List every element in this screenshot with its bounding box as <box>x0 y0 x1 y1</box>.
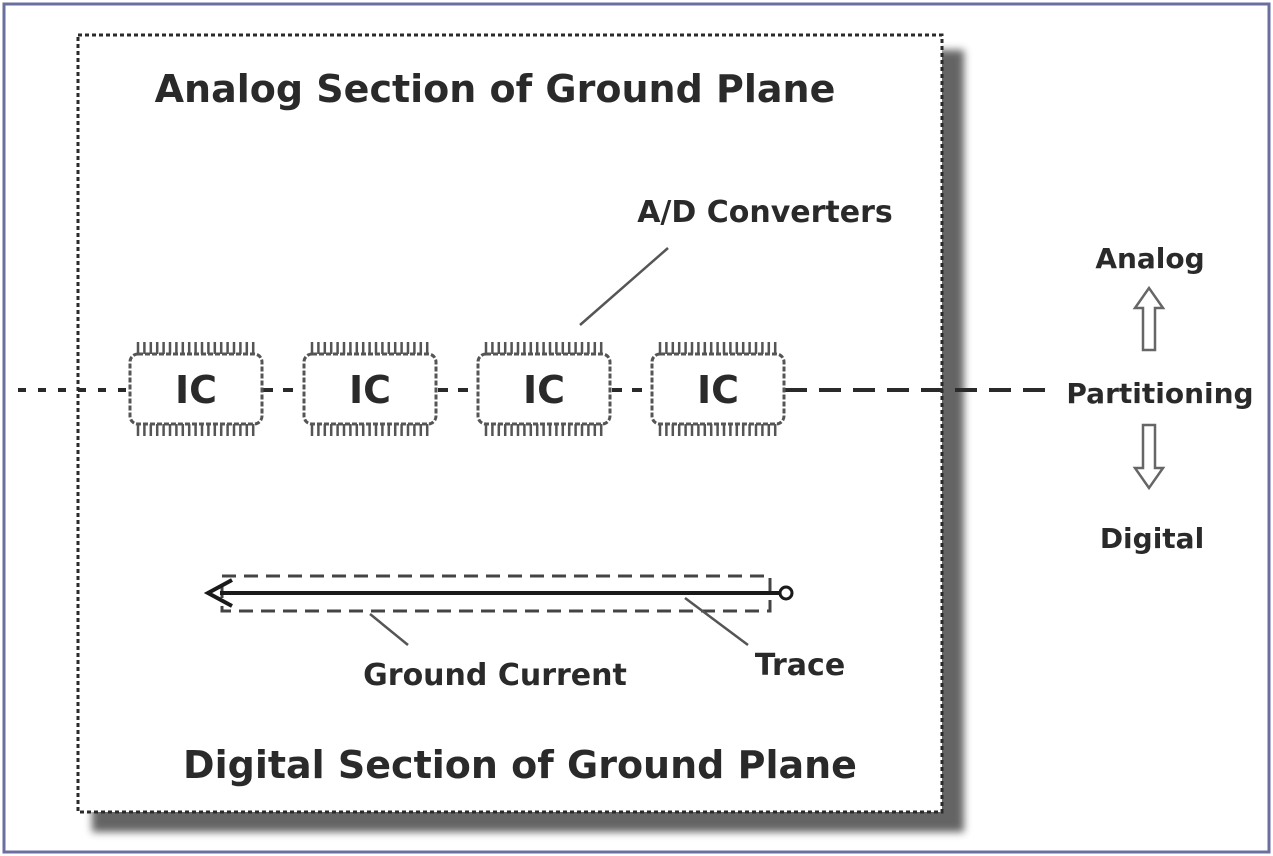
ic-label: IC <box>697 368 739 412</box>
ic-chip: IC <box>476 342 612 436</box>
partitioning-legend: Analog Partitioning Digital <box>1066 242 1253 555</box>
converters-leader-line <box>579 247 669 326</box>
legend-partitioning-label: Partitioning <box>1066 377 1253 410</box>
legend-analog-label: Analog <box>1095 242 1204 275</box>
legend-digital-label: Digital <box>1100 522 1204 555</box>
ic-body <box>302 352 438 426</box>
ground-current-label: Ground Current <box>363 658 627 693</box>
trace-group <box>203 574 794 647</box>
ic-body <box>650 352 786 426</box>
trace-arrowhead <box>203 578 233 608</box>
ic-chip-row: IC IC IC IC <box>128 342 786 436</box>
ic-body <box>476 352 612 426</box>
ic-chip: IC <box>302 342 438 436</box>
ic-label: IC <box>523 368 565 412</box>
ic-chip: IC <box>650 342 786 436</box>
ic-body <box>128 352 264 426</box>
arrow-down-icon <box>1132 423 1166 491</box>
trace-leader <box>684 596 749 647</box>
converters-label: A/D Converters <box>637 195 893 230</box>
ic-chip: IC <box>128 342 264 436</box>
digital-section-title: Digital Section of Ground Plane <box>183 743 857 787</box>
arrow-up-icon <box>1132 285 1166 352</box>
ic-label: IC <box>175 368 217 412</box>
analog-section-title: Analog Section of Ground Plane <box>155 67 836 111</box>
trace-label: Trace <box>755 648 845 683</box>
trace-endpoint <box>778 585 794 601</box>
ic-label: IC <box>349 368 391 412</box>
ground-current-leader <box>369 613 409 646</box>
